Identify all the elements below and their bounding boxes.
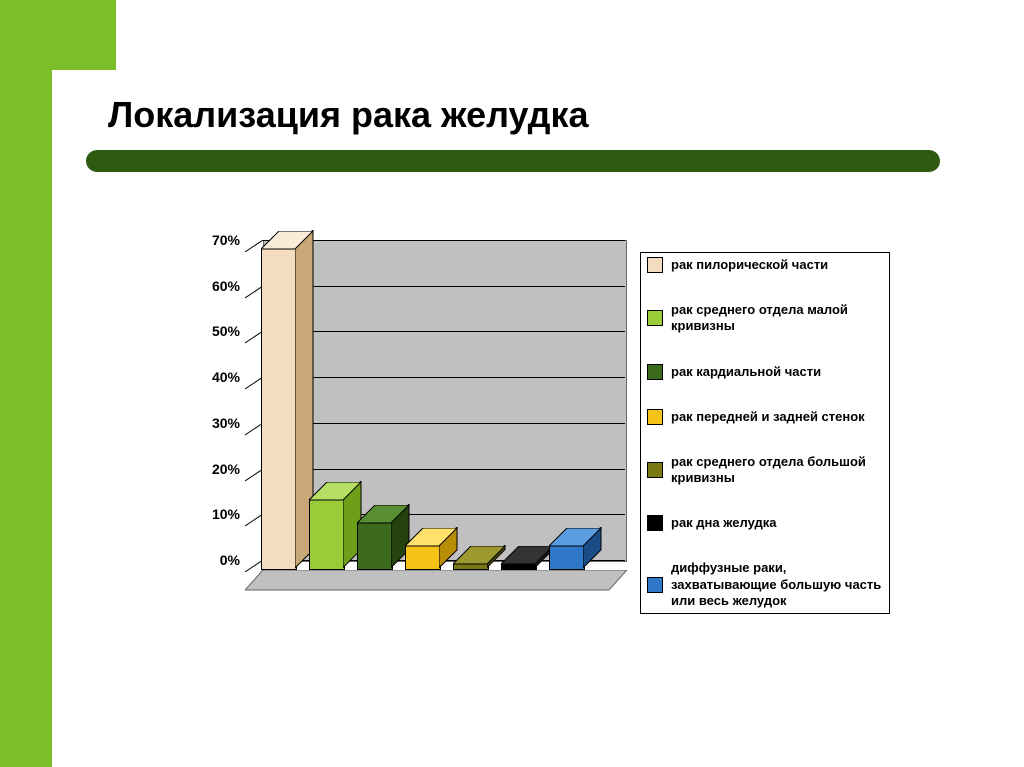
y-tick-label: 30%	[212, 415, 240, 431]
bars-container	[245, 250, 625, 570]
bar	[309, 483, 361, 570]
legend-label: рак передней и задней стенок	[671, 409, 883, 425]
bar	[549, 529, 601, 570]
legend-label: рак среднего отдела большой кривизны	[671, 454, 883, 487]
legend-item: рак среднего отдела малой кривизны	[647, 302, 883, 335]
y-tick-label: 20%	[212, 461, 240, 477]
gridline	[263, 240, 625, 241]
y-tick-label: 40%	[212, 369, 240, 385]
legend-item: рак передней и задней стенок	[647, 409, 883, 425]
legend-swatch	[647, 310, 663, 326]
legend-swatch	[647, 515, 663, 531]
y-tick-label: 70%	[212, 232, 240, 248]
y-tick-label: 0%	[220, 552, 240, 568]
legend-label: рак дна желудка	[671, 515, 883, 531]
legend-label: рак среднего отдела малой кривизны	[671, 302, 883, 335]
legend-label: рак кардиальной части	[671, 364, 883, 380]
decorative-side-bar	[0, 0, 52, 767]
title-underline	[86, 150, 940, 172]
legend-swatch	[647, 462, 663, 478]
y-axis-ticks: 0%10%20%30%40%50%60%70%	[190, 250, 240, 570]
decorative-top-block	[0, 0, 116, 70]
legend-item: рак пилорической части	[647, 257, 883, 273]
legend-label: диффузные раки, захватывающие большую ча…	[671, 560, 883, 609]
y-tick-label: 60%	[212, 278, 240, 294]
y-tick-label: 50%	[212, 323, 240, 339]
bar	[453, 547, 505, 570]
plot-area	[245, 250, 625, 610]
legend: рак пилорической части рак среднего отдел…	[640, 252, 890, 614]
bar	[261, 232, 313, 570]
legend-swatch	[647, 577, 663, 593]
bar	[357, 506, 409, 570]
chart-floor	[245, 570, 625, 590]
slide: Локализация рака желудка 0% 10% 20% 30% 40% 5…	[0, 0, 1024, 767]
legend-swatch	[647, 257, 663, 273]
legend-item: рак кардиальной части	[647, 364, 883, 380]
bar-chart: 0%10%20%30%40%50%60%70%	[190, 250, 630, 620]
legend-swatch	[647, 364, 663, 380]
bar	[405, 529, 457, 570]
legend-item: диффузные раки, захватывающие большую ча…	[647, 560, 883, 609]
legend-label: рак пилорической части	[671, 257, 883, 273]
bar	[501, 547, 553, 570]
slide-title: Локализация рака желудка	[108, 94, 589, 136]
legend-item: рак среднего отдела большой кривизны	[647, 454, 883, 487]
legend-swatch	[647, 409, 663, 425]
y-tick-label: 10%	[212, 506, 240, 522]
legend-item: рак дна желудка	[647, 515, 883, 531]
